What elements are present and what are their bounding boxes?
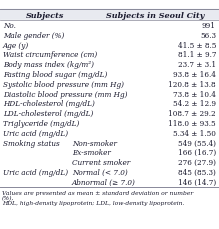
Text: 54.2 ± 12.9: 54.2 ± 12.9 xyxy=(173,100,216,108)
Text: Body mass index (kg/m²): Body mass index (kg/m²) xyxy=(3,61,94,69)
Text: Uric acid (mg/dL): Uric acid (mg/dL) xyxy=(3,168,68,176)
Bar xyxy=(0,70,219,79)
Text: 93.8 ± 16.4: 93.8 ± 16.4 xyxy=(173,71,216,79)
Text: 73.8 ± 10.4: 73.8 ± 10.4 xyxy=(173,90,216,98)
Bar xyxy=(0,167,219,177)
Text: Triglyceride (mg/dL): Triglyceride (mg/dL) xyxy=(3,119,79,127)
Text: 108.7 ± 29.2: 108.7 ± 29.2 xyxy=(168,110,216,117)
Text: 166 (16.7): 166 (16.7) xyxy=(178,149,216,157)
Text: 845 (85.3): 845 (85.3) xyxy=(178,168,216,176)
Bar xyxy=(0,21,219,31)
Bar xyxy=(0,148,219,158)
Bar xyxy=(0,89,219,99)
Bar xyxy=(0,177,219,187)
Text: Uric acid (mg/dL): Uric acid (mg/dL) xyxy=(3,129,68,137)
Text: No.: No. xyxy=(3,22,16,30)
Bar xyxy=(0,138,219,148)
Text: Normal (< 7.0): Normal (< 7.0) xyxy=(72,168,128,176)
Bar xyxy=(0,158,219,167)
Text: (%),: (%), xyxy=(2,195,14,200)
Text: 41.5 ± 8.5: 41.5 ± 8.5 xyxy=(178,41,216,49)
Text: Subjects: Subjects xyxy=(26,11,64,19)
Text: Waist circumference (cm): Waist circumference (cm) xyxy=(3,51,97,59)
Text: Subjects in Seoul City: Subjects in Seoul City xyxy=(106,11,204,19)
Text: 991: 991 xyxy=(202,22,216,30)
Text: LDL-cholesterol (mg/dL): LDL-cholesterol (mg/dL) xyxy=(3,110,93,117)
Text: Abnormal (≥ 7.0): Abnormal (≥ 7.0) xyxy=(72,178,136,186)
Text: Male gender (%): Male gender (%) xyxy=(3,32,64,40)
Bar xyxy=(0,41,219,50)
Bar xyxy=(0,60,219,70)
Text: 120.8 ± 13.8: 120.8 ± 13.8 xyxy=(168,80,216,88)
Text: 118.0 ± 93.5: 118.0 ± 93.5 xyxy=(168,119,216,127)
Bar xyxy=(0,10,219,21)
Text: 549 (55.4): 549 (55.4) xyxy=(178,139,216,147)
Text: 276 (27.9): 276 (27.9) xyxy=(178,158,216,166)
Text: 81.1 ± 9.7: 81.1 ± 9.7 xyxy=(178,51,216,59)
Text: 23.7 ± 3.1: 23.7 ± 3.1 xyxy=(178,61,216,69)
Bar xyxy=(0,128,219,138)
Text: HDL, high-density lipoprotein; LDL, low-density lipoprotein.: HDL, high-density lipoprotein; LDL, low-… xyxy=(2,200,184,205)
Bar xyxy=(0,109,219,118)
Text: Diastolic blood pressure (mm Hg): Diastolic blood pressure (mm Hg) xyxy=(3,90,127,98)
Text: Smoking status: Smoking status xyxy=(3,139,60,147)
Text: Current smoker: Current smoker xyxy=(72,158,130,166)
Text: 56.3: 56.3 xyxy=(200,32,216,40)
Text: Fasting blood sugar (mg/dL): Fasting blood sugar (mg/dL) xyxy=(3,71,107,79)
Text: 146 (14.7): 146 (14.7) xyxy=(178,178,216,186)
Bar xyxy=(0,50,219,60)
Bar xyxy=(0,118,219,128)
Text: 5.34 ± 1.50: 5.34 ± 1.50 xyxy=(173,129,216,137)
Text: Non-smoker: Non-smoker xyxy=(72,139,117,147)
Bar xyxy=(0,99,219,109)
Bar xyxy=(0,79,219,89)
Text: Age (y): Age (y) xyxy=(3,41,29,49)
Text: Values are presented as mean ± standard deviation or number: Values are presented as mean ± standard … xyxy=(2,190,193,195)
Text: Ex-smoker: Ex-smoker xyxy=(72,149,111,157)
Bar xyxy=(0,31,219,41)
Text: HDL-cholesterol (mg/dL): HDL-cholesterol (mg/dL) xyxy=(3,100,95,108)
Text: Systolic blood pressure (mm Hg): Systolic blood pressure (mm Hg) xyxy=(3,80,124,88)
